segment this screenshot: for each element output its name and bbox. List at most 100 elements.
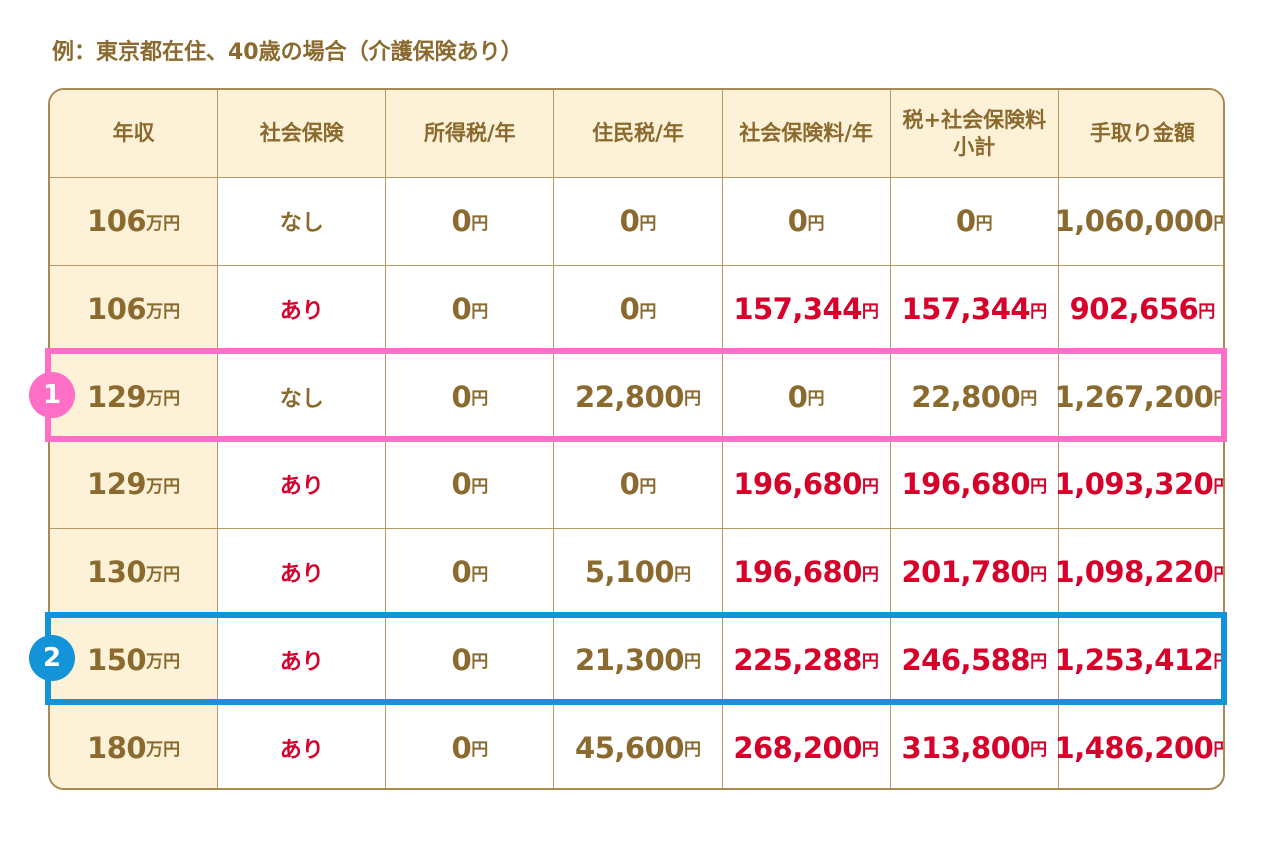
header-cell: 所得税/年 [386,90,555,178]
cell-unit: 円 [861,740,879,761]
cell-unit: 円 [683,652,701,673]
cell-unit: 円 [683,740,701,761]
header-text: 社会保険 [259,121,344,146]
cell-value: 157,344 [733,292,862,327]
cell-unit: 円 [1030,652,1048,673]
cell-value: 22,800 [575,379,684,414]
cell-unit: 円 [1020,389,1038,410]
cell-value: 106 [87,292,147,327]
cell-unit: 円 [674,564,692,585]
cell-value: 150 [87,642,147,677]
header-cell: 年収 [50,90,219,178]
cell-value: 0 [451,204,472,239]
cell-value: 0 [451,555,472,590]
cell-unit: 万円 [146,213,181,234]
cell-unit: 円 [1213,472,1223,497]
cell-unit: 円 [861,301,879,322]
cell-unit: 円 [1198,301,1216,322]
cell-value: 22,800 [911,379,1021,414]
cell-unit: 万円 [146,740,181,761]
table-cell: 902,656 円 [1058,266,1223,354]
header-text: 年収 [112,121,155,146]
header-text: 住民税/年 [592,121,684,146]
cell-unit: 円 [807,213,825,234]
cell-unit: 円 [471,213,489,234]
cell-value: 1,267,200 [1054,379,1214,414]
cell-value: 5,100 [584,555,675,590]
table-cell: 129 万円 [50,441,219,529]
cell-unit: 円 [471,476,489,497]
cell-value: 1,486,200 [1054,730,1214,765]
badge: 2 [29,635,75,682]
cell-value: あり [279,737,324,763]
cell-value: 313,800 [901,730,1031,765]
cell-value: 1,253,412 [1054,642,1214,677]
cell-unit: 円 [1030,564,1048,585]
table-cell: あり [218,528,387,617]
cell-value: 196,680 [901,467,1031,502]
cell-unit: 円 [861,652,879,673]
table-cell: 106 万円 [50,178,219,266]
table-cell: 196,680 円 [722,528,891,617]
cell-value: あり [279,299,324,325]
cell-value: 129 [87,379,147,414]
cell-value: 106 [87,204,147,239]
cell-value: 157,344 [901,292,1031,327]
cell-unit: 万円 [146,301,181,322]
cell-value: あり [279,649,324,675]
table-cell: 45,600 円 [554,704,723,788]
cell-value: 225,288 [733,642,862,677]
cell-unit: 円 [639,213,657,234]
table-cell: あり [218,441,387,529]
cell-value: 196,680 [733,467,862,502]
table-cell: 246,588 円 [890,616,1059,705]
table-cell: 268,200 円 [723,704,891,788]
header-text: 社会保険料/年 [739,121,873,146]
table-cell: なし [218,178,387,266]
header-text: 税+社会保険料 [902,108,1047,133]
highlight-box [45,611,1227,706]
header-text: 手取り金額 [1089,121,1195,146]
cell-unit: 円 [1030,301,1048,322]
cell-value: 129 [87,467,147,502]
cell-value: 0 [955,204,976,239]
table-cell: あり [218,265,387,354]
cell-value: 1,060,000 [1054,204,1214,239]
table-cell: 313,800 円 [891,704,1059,788]
cell-value: あり [279,562,324,588]
cell-unit: 万円 [146,564,181,585]
cell-value: あり [279,474,324,500]
cell-unit: 万円 [146,652,181,673]
cell-value: 0 [451,730,472,765]
cell-unit: 円 [1213,209,1223,234]
cell-value: 268,200 [733,730,862,765]
cell-value: 0 [619,292,640,327]
cell-unit: 円 [639,476,657,497]
cell-value: 0 [451,379,472,414]
table-cell: 201,780 円 [890,528,1059,617]
cell-unit: 円 [1030,740,1048,761]
cell-value: 130 [87,555,147,590]
table-cell: 130 万円 [50,528,219,617]
table-cell: 1,098,220円 [1055,529,1223,617]
header-text: 小計 [953,134,996,159]
table-cell: 129 万円 [50,353,219,442]
table-cell: 157,344 円 [890,265,1059,354]
cell-unit: 円 [861,476,879,497]
table-cell: 1,060,000円 [1055,178,1223,266]
cell-unit: 円 [975,213,993,234]
cell-unit: 円 [1213,647,1223,672]
cell-value: 0 [451,467,472,502]
header-cell: 住民税/年 [554,90,723,178]
table-cell: 157,344 円 [722,265,891,354]
cell-value: 45,600 [575,730,684,765]
table-cell: 150 万円 [50,616,219,705]
